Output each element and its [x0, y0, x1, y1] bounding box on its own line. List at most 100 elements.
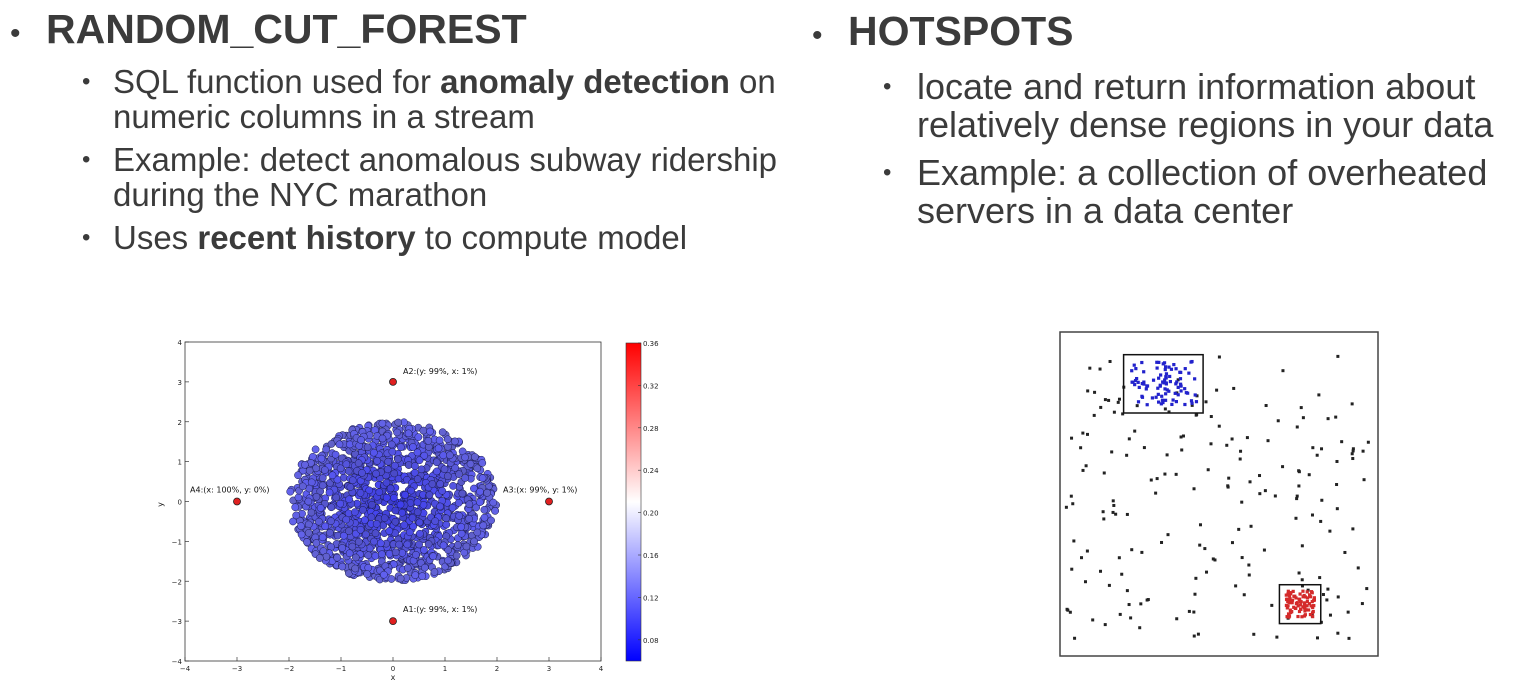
cluster-point	[315, 517, 323, 526]
cluster-point	[429, 552, 437, 561]
cluster-point	[327, 503, 336, 512]
x-tick-label: −1	[336, 665, 346, 673]
cluster-point	[444, 546, 452, 554]
background-point	[1247, 563, 1251, 567]
background-point	[1112, 503, 1116, 507]
background-point	[1297, 571, 1301, 575]
background-point	[1083, 580, 1087, 584]
cluster-point	[360, 516, 369, 524]
background-point	[1350, 452, 1354, 456]
right-bullet-list: • locate and return information about rel…	[883, 68, 1524, 230]
hotspot-point	[1140, 394, 1144, 398]
cluster-points	[286, 418, 501, 585]
background-point	[1281, 465, 1285, 469]
colorbar-tick-label: 0.24	[643, 467, 659, 475]
cluster-point	[466, 460, 475, 468]
cluster-point	[364, 563, 373, 572]
cluster-point	[383, 465, 392, 474]
cluster-point	[354, 459, 363, 468]
cluster-point	[411, 571, 420, 579]
hotspot-point	[1140, 381, 1144, 386]
cluster-point	[315, 554, 324, 562]
cluster-point	[455, 470, 463, 479]
cluster-point	[454, 498, 463, 507]
background-point	[1306, 588, 1310, 592]
hotspot-point	[1163, 378, 1167, 382]
bullet-icon: •	[883, 73, 892, 100]
background-point	[1071, 502, 1075, 506]
background-point	[1362, 478, 1366, 482]
hotspot-point	[1305, 590, 1309, 594]
background-point	[1258, 492, 1262, 496]
cluster-point	[345, 549, 354, 558]
background-point	[1068, 610, 1072, 614]
cluster-point	[298, 482, 307, 491]
bullet-icon: •	[883, 159, 892, 186]
hotspot-point	[1183, 402, 1187, 407]
cluster-point	[301, 460, 309, 469]
cluster-point	[356, 489, 365, 497]
cluster-point	[322, 445, 330, 454]
hotspot-point	[1161, 380, 1165, 384]
colorbar	[625, 342, 642, 662]
hotspot-point	[1189, 360, 1193, 364]
background-point	[1111, 499, 1115, 503]
background-point	[1194, 576, 1198, 580]
cluster-point	[380, 570, 388, 579]
cluster-point	[443, 472, 452, 481]
hotspot-point	[1297, 597, 1301, 601]
cluster-point	[451, 463, 459, 472]
cluster-point	[385, 527, 394, 535]
hotspot-point	[1183, 367, 1187, 371]
hotspot-point	[1164, 372, 1169, 376]
background-point	[1326, 417, 1330, 421]
cluster-point	[415, 456, 424, 465]
background-point	[1336, 631, 1340, 635]
background-point	[1227, 476, 1231, 480]
background-point	[1238, 457, 1242, 461]
background-point	[1117, 556, 1121, 560]
hotspot-point	[1298, 603, 1302, 607]
hotspot-point	[1130, 369, 1134, 373]
emphasis-text: anomaly detection	[440, 63, 730, 100]
background-point	[1160, 540, 1164, 544]
cluster-point	[289, 517, 297, 526]
background-point	[1325, 598, 1329, 602]
cluster-point	[390, 469, 399, 478]
hotspot-point	[1163, 387, 1167, 391]
cluster-point	[382, 493, 391, 502]
cluster-point	[435, 436, 444, 445]
hotspot-point	[1310, 600, 1314, 604]
background-point	[1320, 498, 1324, 502]
hotspot-point	[1155, 360, 1159, 364]
background-point	[1205, 570, 1209, 574]
cluster-point	[327, 440, 336, 448]
background-points	[1064, 354, 1370, 640]
background-point	[1315, 453, 1319, 457]
cluster-point	[436, 502, 444, 511]
background-point	[1107, 583, 1111, 587]
colorbar-tick-label: 0.20	[643, 510, 659, 518]
cluster-point	[439, 541, 448, 550]
background-point	[1366, 440, 1370, 444]
anomaly-point	[545, 497, 553, 506]
bullet-icon: •	[812, 19, 823, 52]
cluster-point	[371, 552, 380, 560]
x-axis-label: x	[391, 673, 396, 680]
cluster-point	[345, 527, 353, 535]
hotspot-point	[1299, 607, 1303, 611]
left-heading: • RANDOM_CUT_FOREST	[10, 9, 800, 50]
background-point	[1334, 415, 1338, 419]
background-point	[1081, 431, 1085, 435]
background-point	[1069, 494, 1073, 498]
x-tick-label: 1	[443, 665, 447, 673]
background-point	[1300, 544, 1304, 548]
background-point	[1103, 398, 1107, 402]
hotspot-point	[1285, 615, 1289, 619]
background-point	[1084, 464, 1088, 468]
cluster-point	[340, 531, 348, 540]
hotspot-point	[1300, 615, 1304, 619]
cluster-point	[432, 467, 441, 476]
hotspot-point	[1287, 593, 1292, 598]
background-point	[1211, 557, 1215, 561]
